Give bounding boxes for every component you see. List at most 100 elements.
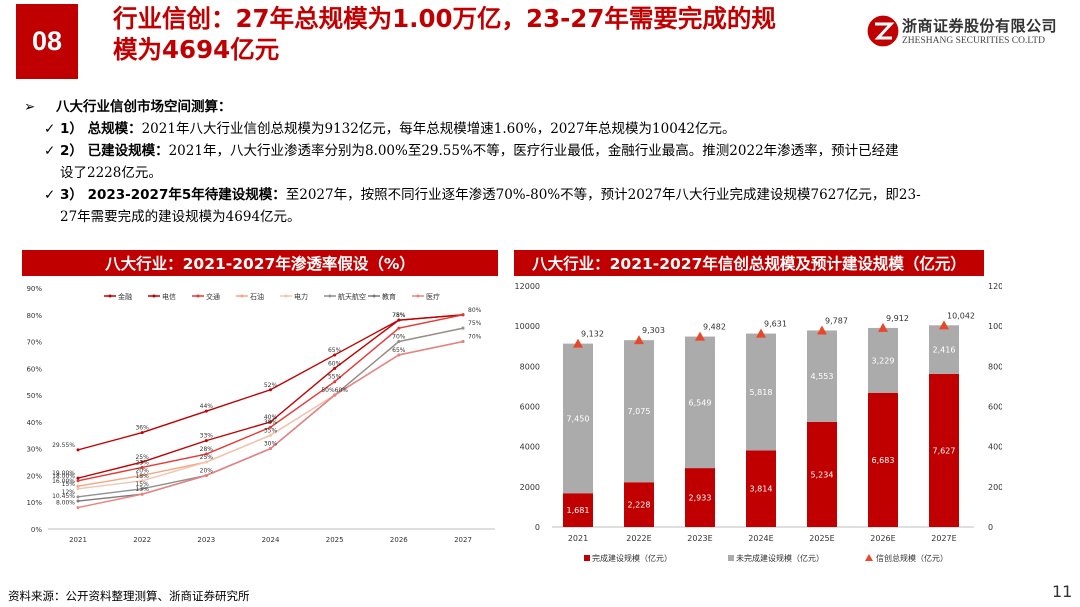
point-label: 65% <box>392 347 406 354</box>
point-label: 8.00% <box>56 500 75 507</box>
data-point <box>140 431 144 435</box>
data-point <box>76 476 80 480</box>
item-3-text: 至2027年，按照不同行业逐年渗透70%-80%不等，预计2027年八大行业完成… <box>285 187 921 203</box>
point-label: 50%60% <box>321 387 348 394</box>
y-tick-label: 12000 <box>515 282 540 291</box>
legend-label: 交通 <box>206 292 220 301</box>
x-tick-label: 2023 <box>197 536 215 544</box>
left-chart-title: 八大行业：2021-2027年渗透率假设（%） <box>22 250 498 276</box>
zheshang-logo-icon <box>866 14 900 48</box>
completed-bar <box>563 493 593 527</box>
y-tick-label: 2000 <box>520 483 540 492</box>
x-tick-label: 2021 <box>568 534 588 543</box>
data-point <box>140 479 144 483</box>
uncompleted-value-label: 7,450 <box>567 414 590 423</box>
x-tick-label: 2023E <box>687 534 712 543</box>
legend-label: 教育 <box>382 292 396 301</box>
point-label: 30% <box>264 441 278 448</box>
data-point <box>397 353 401 357</box>
total-marker <box>695 331 705 341</box>
legend-marker-total <box>865 554 873 561</box>
point-label: 13% <box>135 486 149 493</box>
total-value-label: 9,787 <box>825 316 848 325</box>
completed-bar <box>929 373 959 527</box>
data-point <box>204 452 208 456</box>
legend-marker <box>152 294 156 298</box>
legend-label: 电信 <box>162 292 176 301</box>
legend-label: 医疗 <box>426 292 440 301</box>
point-label: 15% <box>135 481 149 488</box>
legend-swatch-uncompleted <box>728 555 734 561</box>
data-point <box>397 326 401 330</box>
uncompleted-bar <box>563 343 593 494</box>
x-tick-label: 2026E <box>870 534 895 543</box>
completed-bar <box>746 450 776 527</box>
data-point <box>269 420 272 424</box>
uncompleted-bar <box>685 336 715 469</box>
source-note: 资料来源：公开资料整理测算、浙商证券研究所 <box>8 589 250 603</box>
title-line-2: 模为4694亿元 <box>113 35 280 64</box>
item-2-text: 2021年，八大行业渗透率分别为8.00%至29.55%不等，医疗行业最低，金融… <box>168 143 899 159</box>
point-label: 38% <box>264 419 278 426</box>
point-label: 29.55% <box>52 442 75 449</box>
point-label: 70% <box>392 334 406 341</box>
completed-bar <box>868 392 898 527</box>
completed-bar <box>685 468 715 527</box>
penetration-line-chart: 0%10%20%30%40%50%60%70%80%90%2021 2022 202… <box>26 285 495 544</box>
point-label: 15% <box>62 481 76 488</box>
point-label: 19.00% <box>52 470 75 477</box>
data-point <box>204 473 208 477</box>
legend-marker <box>328 294 332 298</box>
x-tick-label: 2027 <box>454 536 472 544</box>
legend-marker <box>196 294 200 298</box>
uncompleted-value-label: 7,075 <box>628 407 651 416</box>
y-tick-label: 80% <box>26 312 42 320</box>
data-point <box>333 366 337 370</box>
legend-label: 电力 <box>294 292 308 301</box>
y2-tick-label: 6000 <box>988 403 1002 412</box>
scale-bar-chart: 0 0 2000 2000 4000 4000 6000 6000 8000 8000 10000 1… <box>515 282 1002 563</box>
y-tick-label: 20% <box>26 472 42 480</box>
point-label: 10.45% <box>52 493 75 500</box>
legend-swatch-completed <box>584 555 590 561</box>
total-value-label: 9,482 <box>703 323 726 332</box>
item-1-text: 2021年八大行业信创总规模为9132亿元，每年总规模增速1.60%，2027年… <box>141 121 736 137</box>
data-point <box>76 506 80 510</box>
completed-value-label: 2,228 <box>628 501 651 510</box>
legend-label-total: 信创总规模（亿元） <box>876 553 948 563</box>
point-label: 70% <box>468 334 482 341</box>
y2-tick-label: 10000 <box>988 322 1002 331</box>
x-tick-label: 2021 <box>69 536 87 544</box>
x-tick-label: 2024 <box>262 536 280 544</box>
point-label: 23% <box>135 459 149 466</box>
y-tick-label: 8000 <box>520 362 540 371</box>
total-value-label: 9,912 <box>886 314 909 323</box>
data-point <box>333 393 337 397</box>
uncompleted-bar <box>868 327 898 393</box>
data-point <box>140 492 144 496</box>
legend-marker <box>284 294 288 298</box>
total-marker <box>939 320 949 330</box>
item-1-label: 1） 总规模： <box>60 121 142 137</box>
completed-bar <box>807 421 837 527</box>
point-label: 52% <box>264 382 278 389</box>
point-label: 36% <box>135 425 149 432</box>
completed-value-label: 1,681 <box>567 506 590 515</box>
point-label: 78% <box>392 312 406 319</box>
y-tick-label: 0 <box>535 523 540 532</box>
y-tick-label: 0% <box>31 526 42 534</box>
point-label: 18% <box>135 473 149 480</box>
data-point <box>461 340 465 344</box>
completed-value-label: 5,234 <box>811 470 834 479</box>
point-label: 75% <box>392 312 406 319</box>
data-point <box>204 409 208 413</box>
uncompleted-value-label: 4,553 <box>811 372 834 381</box>
legend-label: 金融 <box>118 292 132 301</box>
x-tick-label: 2027E <box>931 534 956 543</box>
data-point <box>333 380 337 384</box>
item-2-text-cont: 设了2228亿元。 <box>60 165 162 181</box>
uncompleted-bar <box>746 333 776 451</box>
y-tick-label: 40% <box>26 419 42 427</box>
uncompleted-value-label: 2,416 <box>933 346 956 355</box>
x-tick-label: 2025E <box>809 534 834 543</box>
